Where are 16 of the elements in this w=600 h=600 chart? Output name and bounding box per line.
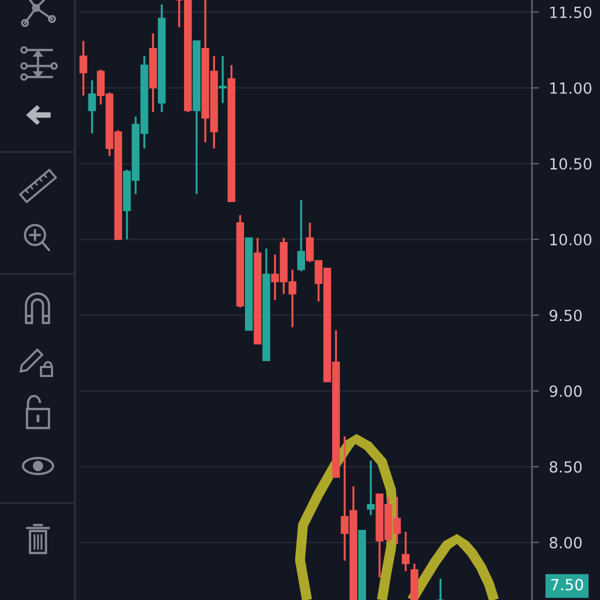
y-tick-label: 8.00 [550,536,582,548]
y-tick-label: 9.50 [550,310,582,322]
y-tick-label: 10.50 [550,158,592,170]
candlestick [79,40,88,96]
text: 7.50 [551,578,583,590]
candlestick [297,199,306,272]
y-tick-label: 8.50 [550,461,582,473]
candlestick [88,79,96,134]
y-tick-label: 9.00 [550,385,582,397]
y-tick-label: 11.00 [550,82,592,94]
y-tick-label: 10.00 [550,234,592,246]
candlestick [366,460,375,516]
y-tick-label: 11.50 [550,6,592,18]
candlestick [402,530,410,572]
candlestick [436,578,444,600]
candlestick [218,55,227,104]
